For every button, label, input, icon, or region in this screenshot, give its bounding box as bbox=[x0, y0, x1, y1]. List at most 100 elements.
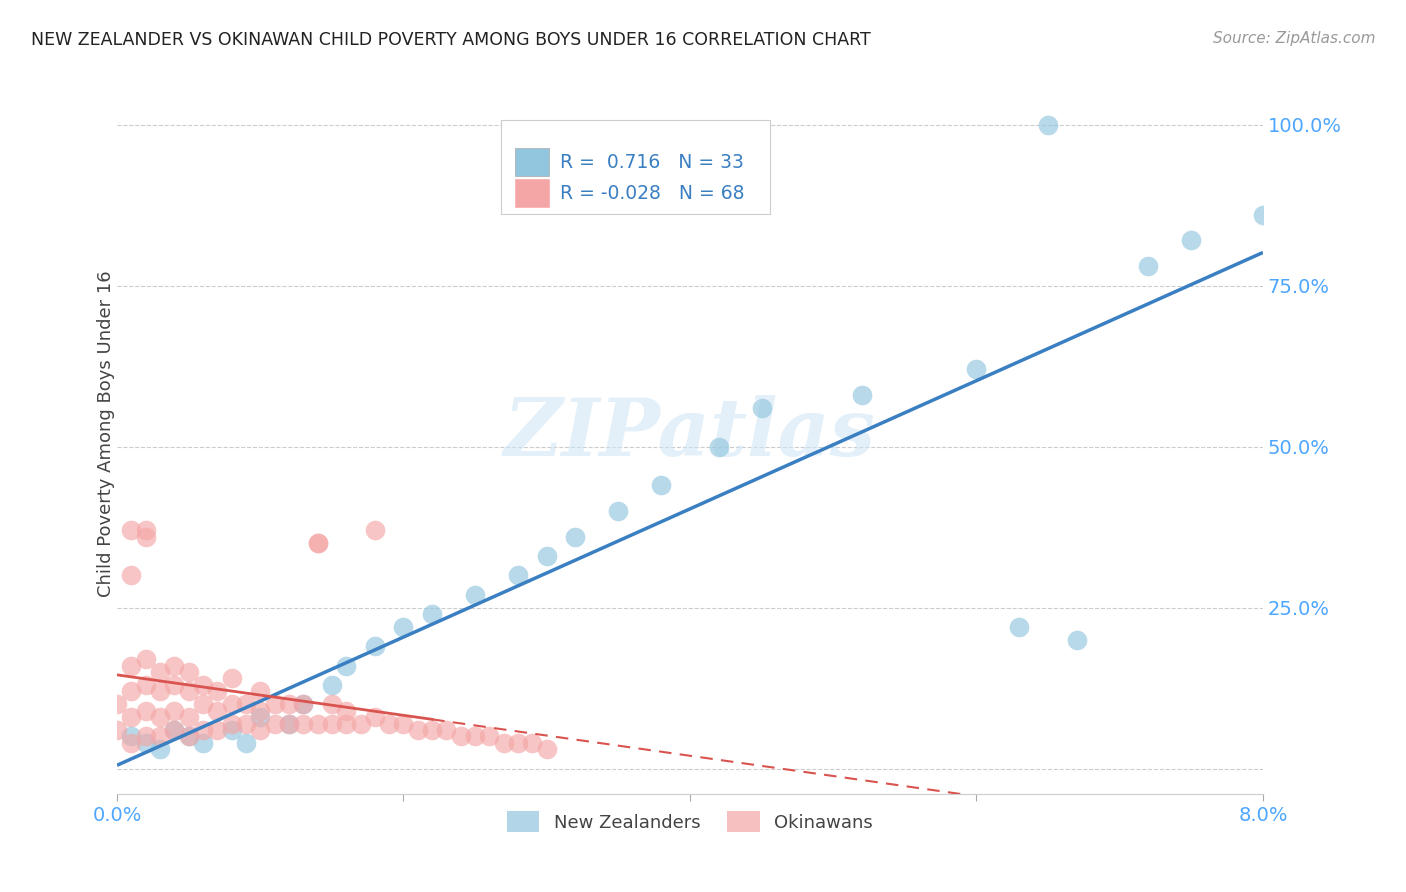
Point bbox=[163, 678, 186, 692]
Point bbox=[321, 697, 343, 711]
Point bbox=[120, 568, 142, 582]
Point bbox=[321, 716, 343, 731]
Point bbox=[607, 504, 630, 518]
Point bbox=[506, 568, 529, 582]
Point bbox=[221, 723, 243, 737]
Point bbox=[135, 736, 157, 750]
Point bbox=[163, 723, 186, 737]
Point bbox=[149, 742, 172, 756]
Point bbox=[436, 723, 458, 737]
Point bbox=[207, 723, 229, 737]
Point bbox=[707, 440, 730, 454]
Point bbox=[120, 710, 142, 724]
Point bbox=[335, 704, 357, 718]
Point bbox=[177, 684, 200, 698]
Text: NEW ZEALANDER VS OKINAWAN CHILD POVERTY AMONG BOYS UNDER 16 CORRELATION CHART: NEW ZEALANDER VS OKINAWAN CHILD POVERTY … bbox=[31, 31, 870, 49]
Point bbox=[120, 736, 142, 750]
Point bbox=[235, 716, 257, 731]
Point bbox=[163, 658, 186, 673]
Point bbox=[221, 697, 243, 711]
Point bbox=[149, 730, 172, 744]
Point bbox=[149, 665, 172, 679]
Point bbox=[163, 723, 186, 737]
Point bbox=[1137, 259, 1160, 273]
Text: ZIPatlas: ZIPatlas bbox=[503, 395, 876, 473]
Point bbox=[292, 697, 315, 711]
Point bbox=[221, 672, 243, 686]
Point bbox=[349, 716, 371, 731]
Point bbox=[292, 697, 315, 711]
Point bbox=[650, 478, 672, 492]
Point bbox=[191, 723, 214, 737]
Point bbox=[277, 716, 299, 731]
Point bbox=[177, 730, 200, 744]
Point bbox=[406, 723, 429, 737]
Point bbox=[364, 710, 387, 724]
Legend: New Zealanders, Okinawans: New Zealanders, Okinawans bbox=[499, 805, 880, 839]
Point bbox=[492, 736, 515, 750]
Point bbox=[751, 401, 773, 415]
Point bbox=[307, 536, 329, 550]
Point bbox=[149, 684, 172, 698]
Point bbox=[506, 736, 529, 750]
Point bbox=[235, 736, 257, 750]
Point bbox=[335, 716, 357, 731]
Point bbox=[249, 723, 271, 737]
Point bbox=[207, 704, 229, 718]
Point bbox=[536, 549, 558, 563]
Point bbox=[221, 716, 243, 731]
Point bbox=[135, 678, 157, 692]
Point bbox=[177, 665, 200, 679]
Text: Source: ZipAtlas.com: Source: ZipAtlas.com bbox=[1212, 31, 1375, 46]
Point bbox=[464, 730, 486, 744]
Point bbox=[392, 620, 415, 634]
Point bbox=[1180, 234, 1202, 248]
Point bbox=[105, 697, 128, 711]
Point bbox=[378, 716, 401, 731]
Point bbox=[105, 723, 128, 737]
Point bbox=[120, 730, 142, 744]
FancyBboxPatch shape bbox=[515, 148, 548, 176]
Point bbox=[135, 523, 157, 537]
Point bbox=[307, 536, 329, 550]
Point bbox=[249, 710, 271, 724]
Point bbox=[522, 736, 544, 750]
Point bbox=[277, 716, 299, 731]
Point bbox=[177, 710, 200, 724]
Point bbox=[420, 607, 443, 621]
Point bbox=[1036, 118, 1059, 132]
Point bbox=[207, 684, 229, 698]
Point bbox=[564, 530, 586, 544]
Point bbox=[163, 704, 186, 718]
Text: R =  0.716   N = 33: R = 0.716 N = 33 bbox=[561, 153, 744, 171]
Point bbox=[191, 678, 214, 692]
Point bbox=[177, 730, 200, 744]
Point bbox=[1008, 620, 1031, 634]
Point bbox=[263, 697, 285, 711]
Point bbox=[1066, 632, 1088, 647]
Point bbox=[965, 362, 987, 376]
Point bbox=[420, 723, 443, 737]
Point bbox=[478, 730, 501, 744]
FancyBboxPatch shape bbox=[501, 120, 770, 214]
Point bbox=[392, 716, 415, 731]
Point bbox=[364, 639, 387, 653]
Point bbox=[335, 658, 357, 673]
Point bbox=[464, 588, 486, 602]
Point bbox=[450, 730, 472, 744]
Point bbox=[292, 716, 315, 731]
Point bbox=[120, 658, 142, 673]
Point bbox=[249, 704, 271, 718]
Point bbox=[235, 697, 257, 711]
Point bbox=[321, 678, 343, 692]
Point bbox=[135, 652, 157, 666]
Point bbox=[120, 684, 142, 698]
Point bbox=[135, 704, 157, 718]
FancyBboxPatch shape bbox=[515, 179, 548, 207]
Point bbox=[249, 684, 271, 698]
Point bbox=[263, 716, 285, 731]
Point bbox=[135, 730, 157, 744]
Point bbox=[364, 523, 387, 537]
Point bbox=[277, 697, 299, 711]
Point bbox=[1251, 208, 1274, 222]
